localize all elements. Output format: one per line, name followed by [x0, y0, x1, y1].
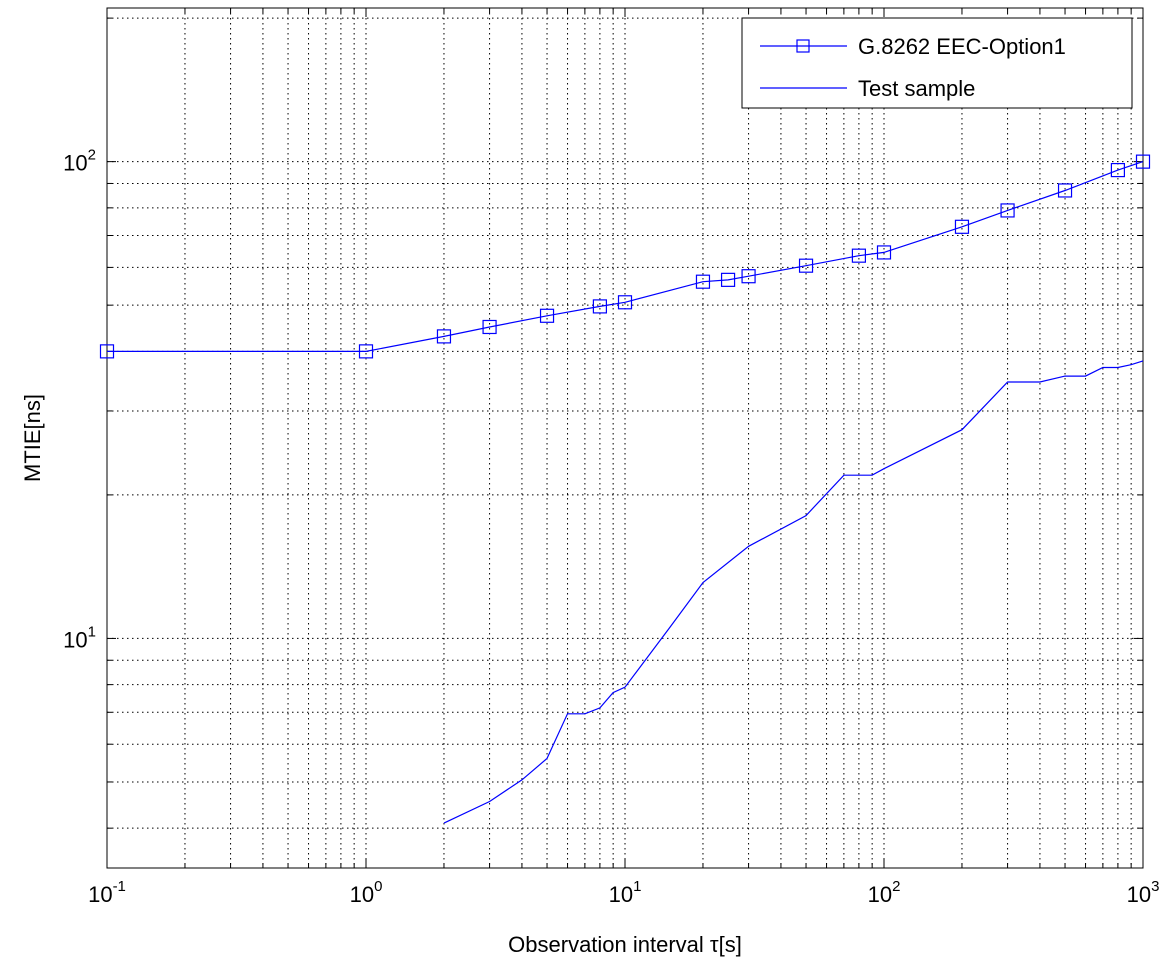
x-tick-label: 100 — [350, 878, 383, 907]
data-point-g-8262-eec-option1 — [851, 248, 867, 263]
series-line-test-sample — [443, 360, 1144, 824]
data-point-g-8262-eec-option1 — [99, 344, 115, 359]
x-tick-label: 102 — [868, 878, 901, 907]
grid-lines — [107, 8, 1143, 868]
legend: G.8262 EEC-Option1 Test sample — [741, 17, 1133, 109]
data-point-g-8262-eec-option1 — [482, 319, 497, 335]
data-point-g-8262-eec-option1 — [358, 344, 374, 359]
tick-labels: 10-1 100 101 102 103 101 102 — [63, 147, 1159, 907]
data-point-g-8262-eec-option1 — [436, 329, 452, 344]
data-point-g-8262-eec-option1 — [720, 272, 736, 287]
y-tick-label: 101 — [63, 623, 96, 652]
data-point-g-8262-eec-option1 — [1110, 162, 1126, 178]
x-axis-label: Observation interval τ[s] — [508, 932, 742, 957]
data-point-g-8262-eec-option1 — [741, 269, 756, 284]
legend-label-test-sample: Test sample — [858, 76, 975, 101]
series-layer — [99, 154, 1151, 824]
x-tick-label: 101 — [609, 878, 642, 907]
data-point-g-8262-eec-option1 — [592, 299, 608, 314]
y-axis-label: MTIE[ns] — [20, 394, 45, 482]
tick-marks — [106, 8, 1144, 868]
data-point-g-8262-eec-option1 — [954, 219, 970, 234]
series-line-g-8262-eec-option1 — [107, 161, 1144, 352]
data-point-g-8262-eec-option1 — [695, 274, 711, 289]
legend-marker-g8262 — [796, 39, 810, 53]
legend-label-g8262: G.8262 EEC-Option1 — [858, 34, 1066, 59]
data-point-g-8262-eec-option1 — [617, 295, 633, 310]
data-point-g-8262-eec-option1 — [1057, 183, 1073, 198]
data-point-g-8262-eec-option1 — [539, 308, 555, 323]
data-point-g-8262-eec-option1 — [798, 258, 814, 273]
y-tick-label: 102 — [63, 147, 96, 176]
x-tick-label: 10-1 — [88, 878, 126, 907]
x-tick-label: 103 — [1127, 878, 1160, 907]
data-point-g-8262-eec-option1 — [1000, 203, 1015, 218]
data-point-g-8262-eec-option1 — [1135, 154, 1151, 169]
data-point-g-8262-eec-option1 — [876, 245, 892, 260]
legend-box — [741, 17, 1133, 109]
